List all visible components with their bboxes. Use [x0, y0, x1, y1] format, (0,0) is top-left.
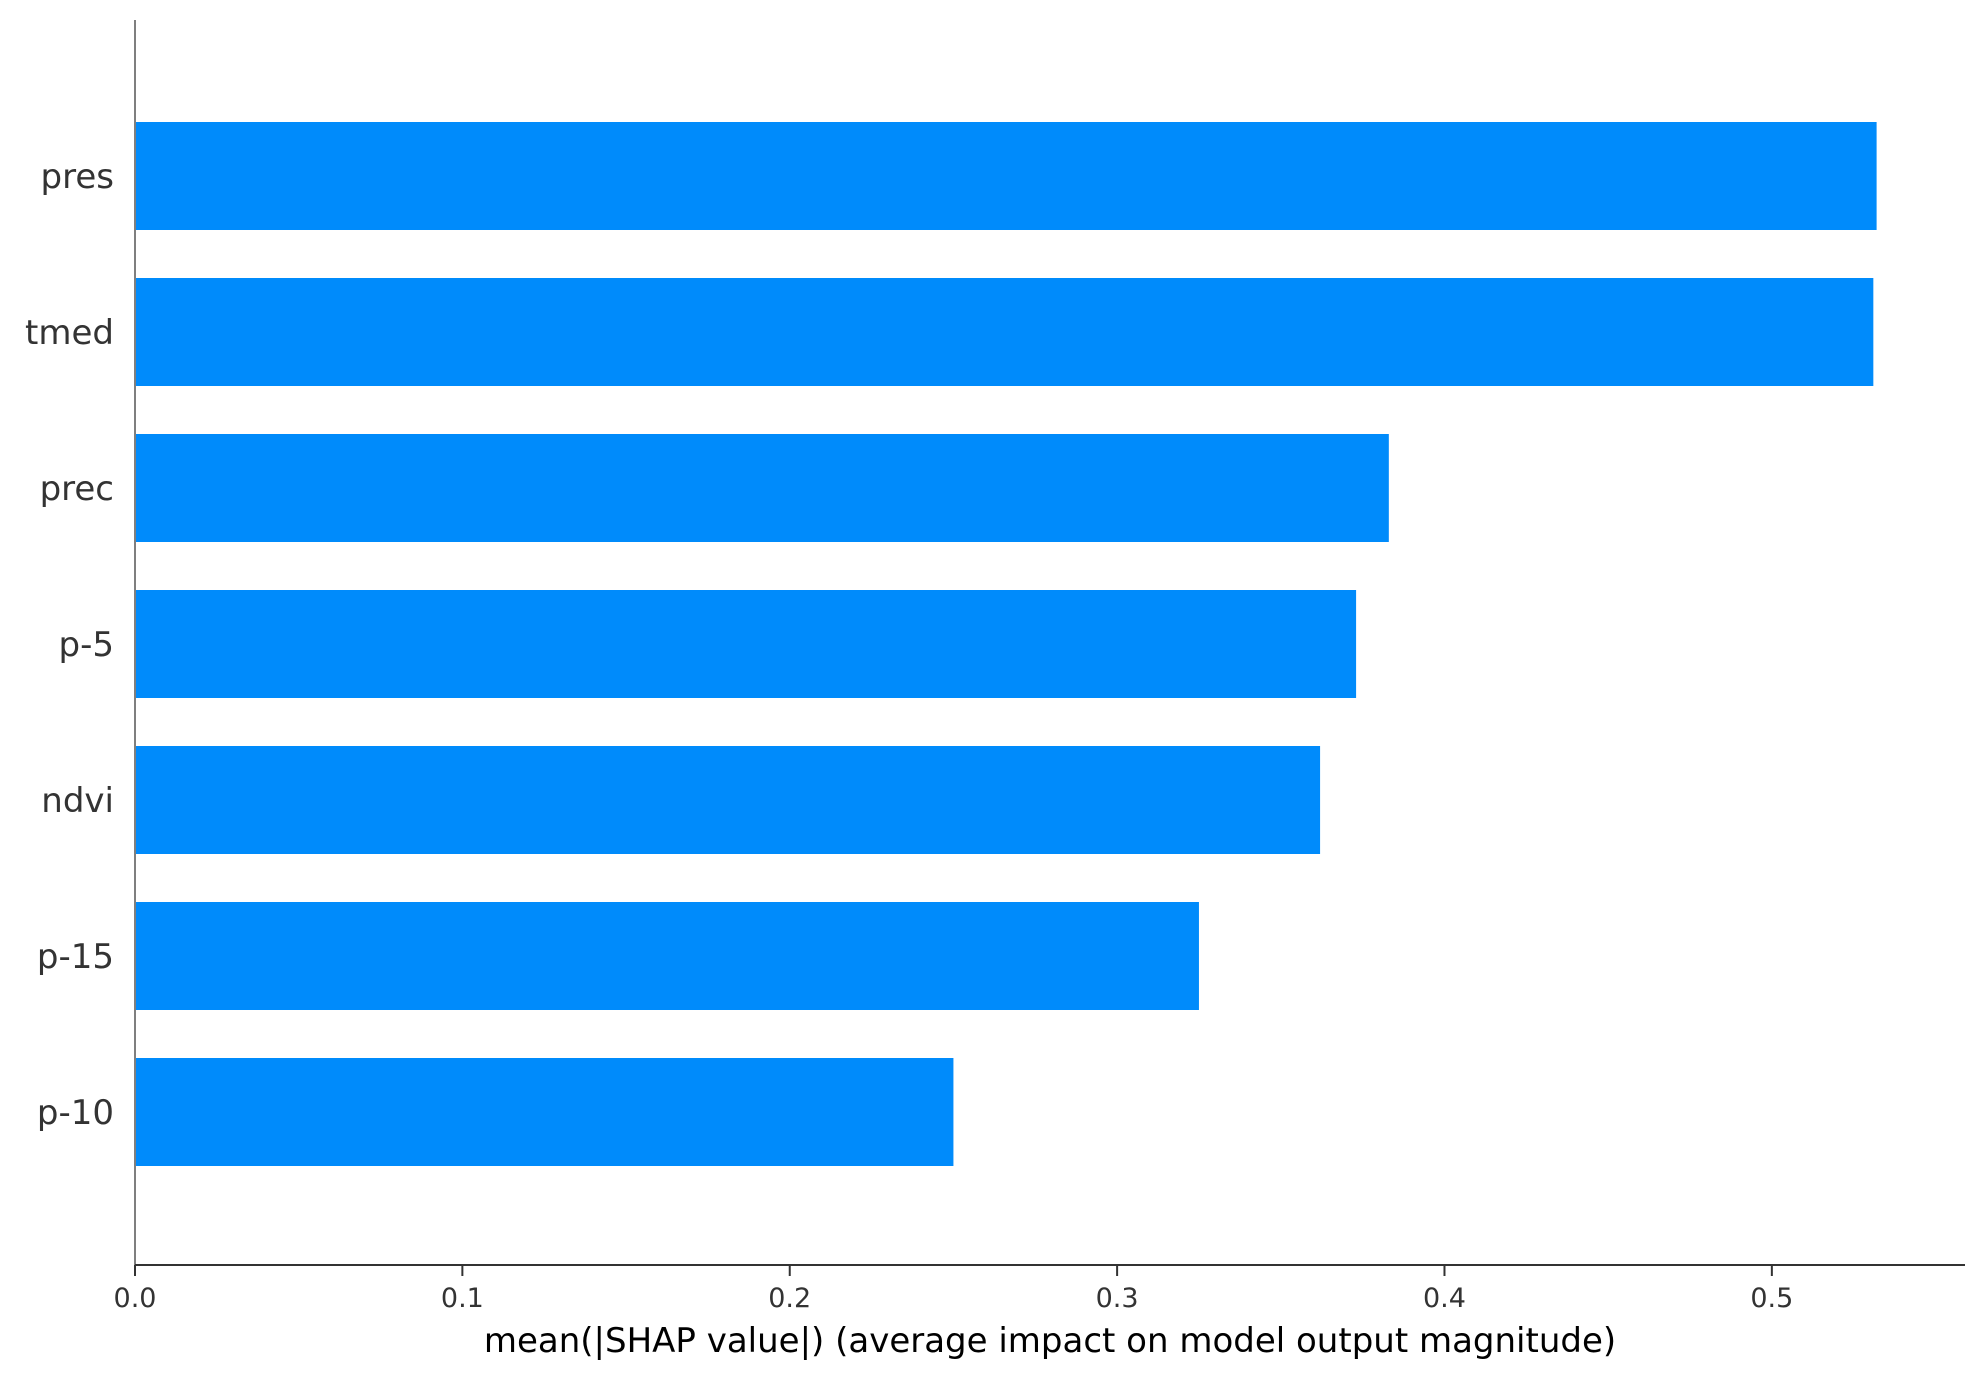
- x-tick-label: 0.5: [1750, 1283, 1793, 1314]
- category-label-p-10: p-10: [37, 1093, 114, 1133]
- x-ticks: 0.0 0.1 0.2 0.3 0.4 0.5: [114, 1265, 1793, 1314]
- category-label-pres: pres: [41, 157, 114, 197]
- category-label-ndvi: ndvi: [41, 781, 114, 821]
- bar-prec: [135, 434, 1389, 542]
- bar-p-5: [135, 590, 1357, 698]
- bar-ndvi: [135, 746, 1321, 854]
- bar-p-15: [135, 902, 1199, 1010]
- category-label-tmed: tmed: [25, 313, 114, 353]
- x-tick-label: 0.4: [1423, 1283, 1466, 1314]
- bar-tmed: [135, 278, 1874, 386]
- x-tick-label: 0.0: [114, 1283, 157, 1314]
- bars-group: [135, 122, 1877, 1166]
- x-tick-label: 0.3: [1096, 1283, 1139, 1314]
- x-tick-label: 0.1: [441, 1283, 484, 1314]
- category-label-prec: prec: [40, 469, 114, 509]
- category-label-p-5: p-5: [59, 625, 114, 665]
- x-tick-label: 0.2: [768, 1283, 811, 1314]
- bar-pres: [135, 122, 1877, 230]
- category-labels: pres tmed prec p-5 ndvi p-15 p-10: [25, 157, 114, 1133]
- category-label-p-15: p-15: [37, 937, 114, 977]
- bar-p-10: [135, 1058, 954, 1166]
- x-axis-title: mean(|SHAP value|) (average impact on mo…: [484, 1321, 1616, 1361]
